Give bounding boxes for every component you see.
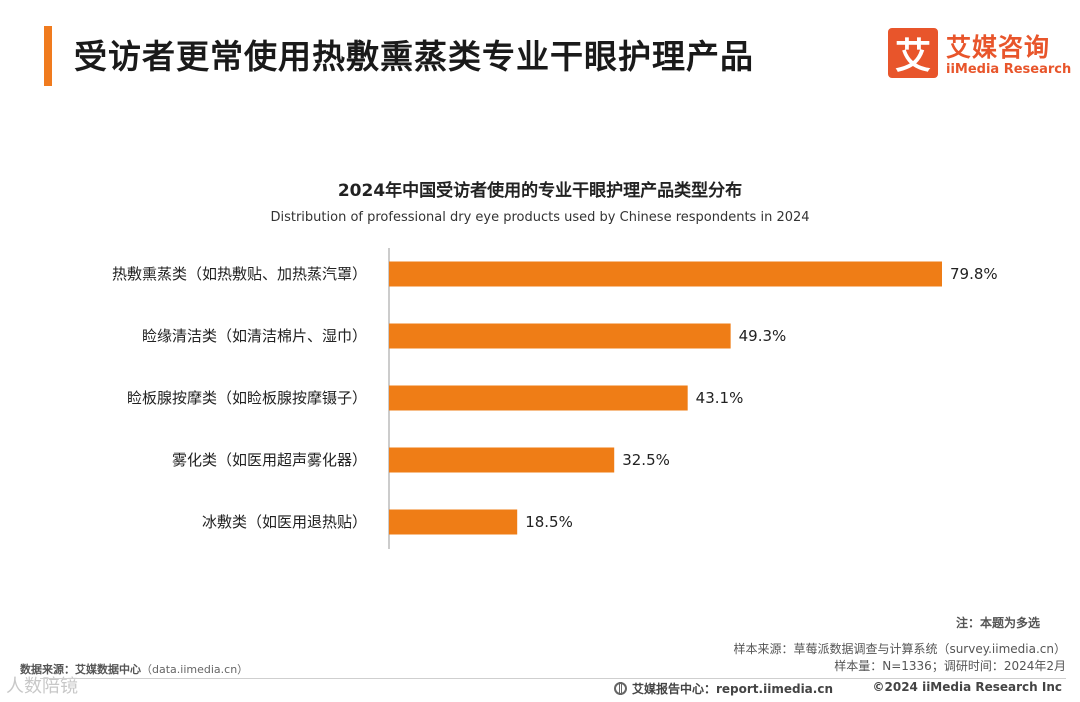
value-label-2: 43.1% xyxy=(696,389,744,407)
bar-2 xyxy=(389,385,688,411)
globe-icon xyxy=(614,682,627,695)
category-label-1: 睑缘清洁类（如清洁棉片、湿巾） xyxy=(142,327,367,345)
bar-1 xyxy=(389,323,731,349)
sample-source: 样本来源：草莓派数据调查与计算系统（survey.iimedia.cn） xyxy=(733,642,1066,656)
data-source-label: 数据来源：艾媒数据中心 xyxy=(20,663,141,676)
bar-3 xyxy=(389,447,615,473)
watermark: 人数陪镜 xyxy=(6,676,78,697)
bar-0 xyxy=(389,261,942,287)
value-label-4: 18.5% xyxy=(525,513,573,531)
footer-divider xyxy=(40,678,1066,679)
category-label-4: 冰敷类（如医用退热贴） xyxy=(202,513,367,531)
chart-subtitle: Distribution of professional dry eye pro… xyxy=(270,210,810,225)
logo-english-name: iiMedia Research xyxy=(946,62,1072,77)
data-source-url: （data.iimedia.cn） xyxy=(141,663,249,676)
page-title: 受访者更常使用热敷熏蒸类专业干眼护理产品 xyxy=(74,37,754,76)
category-label-2: 睑板腺按摩类（如睑板腺按摩镊子） xyxy=(127,389,367,407)
multi-select-note: 注：本题为多选 xyxy=(955,616,1040,630)
data-source: 数据来源：艾媒数据中心（data.iimedia.cn） xyxy=(20,661,248,677)
bar-chart: 热敷熏蒸类（如热敷贴、加热蒸汽罩） 79.8% 睑缘清洁类（如清洁棉片、湿巾） 49.… xyxy=(112,248,998,549)
footer-copyright: ©2024 iiMedia Research Inc xyxy=(872,680,1063,694)
report-center-link[interactable]: 艾媒报告中心：report.iimedia.cn xyxy=(632,682,833,696)
logo-chinese-name: 艾媒咨询 xyxy=(946,33,1051,62)
logo-mark: 艾 xyxy=(888,28,938,78)
value-label-0: 79.8% xyxy=(950,265,998,283)
chart-title: 2024年中国受访者使用的专业干眼护理产品类型分布 xyxy=(337,181,743,201)
footer-report-center: 艾媒报告中心：report.iimedia.cn xyxy=(614,680,833,697)
sample-size: 样本量：N=1336；调研时间：2024年2月 xyxy=(834,659,1066,673)
bar-4 xyxy=(389,509,518,535)
iimedia-logo: 艾 艾媒咨询 iiMedia Research xyxy=(888,28,1072,82)
title-accent-bar xyxy=(44,26,52,86)
value-label-3: 32.5% xyxy=(622,451,670,469)
value-label-1: 49.3% xyxy=(739,327,787,345)
category-label-0: 热敷熏蒸类（如热敷贴、加热蒸汽罩） xyxy=(112,265,367,283)
category-label-3: 雾化类（如医用超声雾化器） xyxy=(172,451,367,469)
